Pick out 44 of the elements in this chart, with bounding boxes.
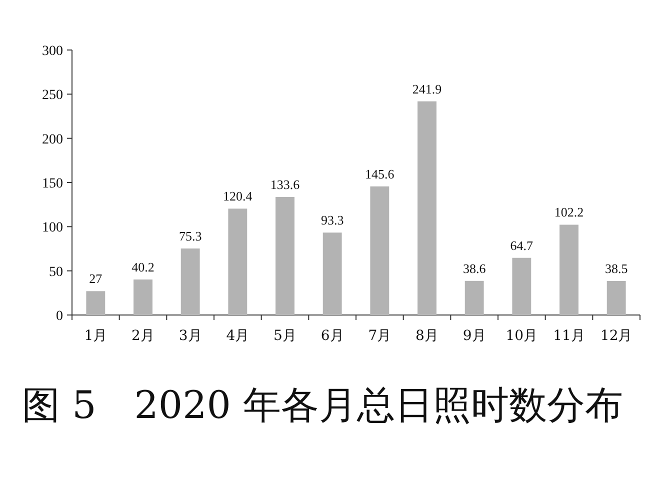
data-label: 145.6 (365, 166, 395, 182)
y-tick-label: 250 (42, 88, 63, 104)
data-label: 75.3 (178, 228, 202, 244)
y-tick-label: 150 (42, 176, 63, 192)
text: 图 5 2020 年各月总日照时数分布 (22, 382, 624, 429)
x-tick-label: 9月 (462, 328, 486, 344)
bar (322, 232, 342, 315)
y-tick-label: 200 (42, 132, 63, 148)
x-tick-label: 6月 (320, 328, 344, 344)
bar (370, 186, 390, 315)
x-tick-label: 4月 (226, 328, 250, 344)
x-tick-label: 1月 (84, 328, 108, 344)
bar (560, 224, 578, 315)
bar (134, 279, 152, 315)
bar (464, 280, 484, 315)
y-tick-label: 0 (56, 309, 63, 324)
x-tick-label: 11月 (553, 328, 585, 344)
y-tick-label: 50 (49, 264, 63, 280)
x-tick-label: 12月 (600, 328, 632, 344)
data-label: 120.4 (223, 188, 253, 204)
bar (276, 196, 294, 315)
x-tick-label: 7月 (368, 328, 392, 344)
y-tick-label: 300 (42, 44, 63, 59)
x-tick-label: 8月 (416, 328, 438, 344)
bar (512, 258, 532, 315)
bar (418, 101, 436, 315)
bar (606, 280, 626, 315)
x-tick-label: 3月 (178, 328, 202, 344)
x-tick-label: 10月 (506, 328, 538, 344)
bar (180, 248, 200, 315)
y-tick-label: 100 (42, 220, 63, 236)
data-label: 40.2 (132, 259, 154, 274)
data-label: 38.5 (604, 260, 628, 276)
data-label: 27 (89, 271, 103, 286)
bar (228, 208, 248, 315)
x-tick-label: 5月 (274, 328, 296, 344)
data-label: 38.6 (462, 260, 486, 276)
data-label: 93.3 (320, 212, 344, 228)
data-label: 241.9 (412, 81, 442, 96)
bar (86, 291, 106, 315)
data-label: 102.2 (554, 204, 584, 220)
data-label: 133.6 (270, 176, 300, 192)
data-label: 64.7 (510, 238, 534, 253)
x-tick-label: 2月 (132, 328, 154, 344)
